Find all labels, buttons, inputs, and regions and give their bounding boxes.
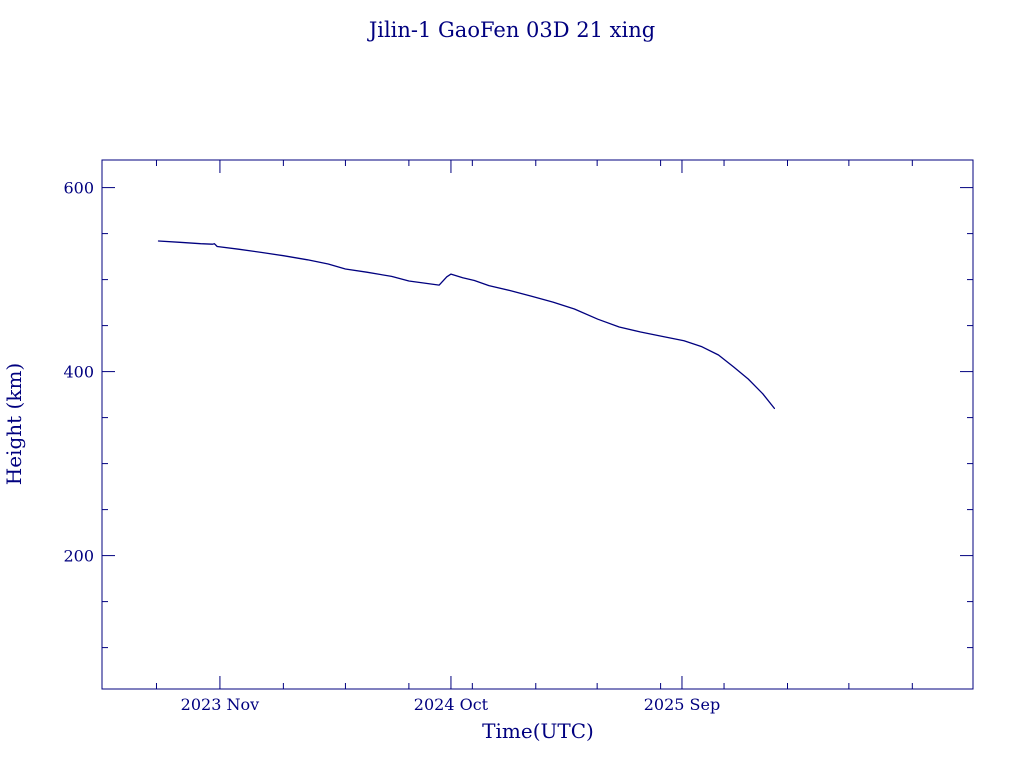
x-tick-label: 2024 Oct: [414, 695, 489, 714]
y-tick-label: 400: [63, 363, 94, 382]
axes: 200 400 600 2023 Nov 2024 Oct 2025 Sep: [63, 159, 974, 714]
x-axis-label: Time(UTC): [482, 719, 594, 743]
plot-frame: [101, 159, 974, 690]
series-line-group: [157, 240, 776, 410]
series-line: [157, 240, 776, 410]
y-tick-label: 200: [63, 547, 94, 566]
x-tick-label: 2025 Sep: [644, 695, 720, 714]
y-tick-label: 600: [63, 179, 94, 198]
x-tick-label: 2023 Nov: [181, 695, 259, 714]
y-axis-label: Height (km): [2, 363, 26, 485]
chart-title: Jilin-1 GaoFen 03D 21 xing: [367, 18, 655, 42]
